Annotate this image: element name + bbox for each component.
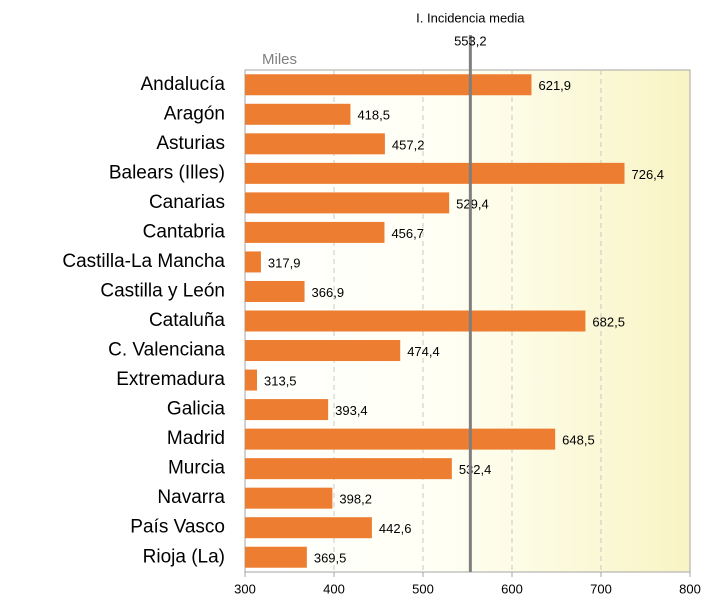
- bar: [245, 428, 556, 450]
- category-label: Madrid: [167, 428, 225, 449]
- category-label: Cantabria: [143, 221, 226, 242]
- value-label: 369,5: [314, 551, 347, 566]
- category-label: Andalucía: [140, 74, 225, 95]
- bar: [245, 251, 261, 273]
- category-label: País Vasco: [130, 517, 225, 538]
- bar: [245, 487, 333, 509]
- bar: [245, 133, 385, 155]
- category-label: Asturias: [156, 133, 225, 154]
- bar: [245, 340, 401, 362]
- value-label: 317,9: [268, 255, 301, 270]
- category-label: Castilla y León: [100, 280, 225, 301]
- value-label: 366,9: [312, 285, 345, 300]
- value-label: 442,6: [379, 521, 412, 536]
- value-label: 621,9: [538, 78, 571, 93]
- value-label: 726,4: [631, 167, 664, 182]
- x-tick-label: 500: [412, 581, 434, 596]
- value-label: 529,4: [456, 196, 489, 211]
- x-tick-label: 800: [679, 581, 701, 596]
- x-tick-label: 700: [590, 581, 612, 596]
- bar: [245, 399, 329, 421]
- reference-title: I. Incidencia media: [416, 10, 525, 25]
- category-label: Aragón: [164, 103, 225, 124]
- bar: [245, 458, 452, 480]
- category-label: Murcia: [168, 458, 225, 479]
- value-label: 474,4: [407, 344, 440, 359]
- category-label: Balears (Illes): [109, 162, 225, 183]
- value-label: 418,5: [357, 108, 390, 123]
- value-label: 398,2: [339, 492, 372, 507]
- category-label: C. Valenciana: [108, 340, 225, 361]
- value-label: 457,2: [392, 137, 425, 152]
- value-label: 393,4: [335, 403, 368, 418]
- x-tick-label: 300: [234, 581, 256, 596]
- value-label: 682,5: [592, 314, 625, 329]
- axis-label: Miles: [262, 51, 297, 68]
- bar: [245, 74, 532, 96]
- value-label: 648,5: [562, 433, 595, 448]
- value-label: 313,5: [264, 373, 297, 388]
- bar: [245, 310, 586, 332]
- category-label: Navarra: [157, 487, 225, 508]
- category-label: Extremadura: [116, 369, 225, 390]
- bar: [245, 103, 351, 125]
- category-label: Canarias: [149, 192, 225, 213]
- bar: [245, 546, 307, 568]
- category-label: Cataluña: [149, 310, 225, 331]
- category-label: Rioja (La): [143, 546, 225, 567]
- x-tick-label: 400: [323, 581, 345, 596]
- value-label: 532,4: [459, 462, 492, 477]
- reference-label: 553,2: [454, 33, 487, 48]
- bar: [245, 221, 385, 243]
- bar: [245, 280, 305, 302]
- category-label: Galicia: [167, 399, 226, 420]
- category-label: Castilla-La Mancha: [62, 251, 225, 272]
- x-tick-label: 600: [501, 581, 523, 596]
- bar: [245, 369, 258, 391]
- value-label: 456,7: [391, 226, 424, 241]
- bar: [245, 517, 372, 539]
- bar: [245, 162, 625, 184]
- bar: [245, 192, 450, 214]
